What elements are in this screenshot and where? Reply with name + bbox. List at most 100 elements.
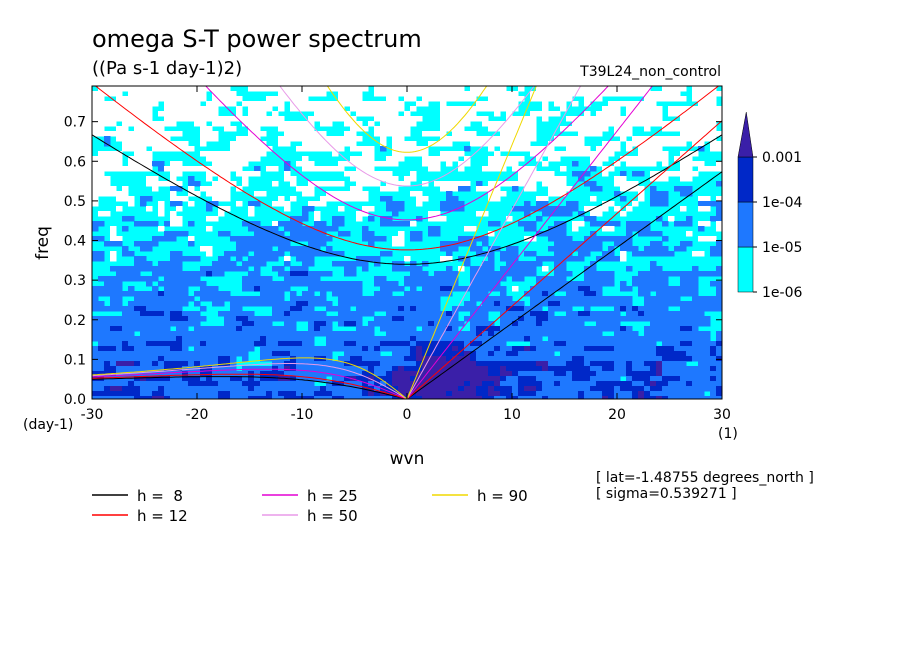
field-cell	[506, 261, 513, 267]
field-cell	[248, 391, 255, 397]
field-cell	[410, 396, 417, 399]
field-cell	[284, 311, 291, 317]
field-cell	[128, 366, 135, 372]
field-cell	[536, 256, 543, 262]
field-cell	[338, 296, 345, 302]
field-cell	[608, 226, 615, 232]
field-cell	[338, 216, 345, 222]
field-cell	[122, 346, 129, 352]
field-cell	[512, 386, 519, 392]
field-cell	[500, 351, 507, 357]
field-cell	[98, 221, 105, 227]
field-cell	[404, 311, 411, 317]
field-cell	[668, 311, 675, 317]
field-cell	[518, 266, 525, 272]
field-cell	[470, 391, 477, 397]
field-cell	[362, 301, 369, 307]
field-cell	[314, 181, 321, 187]
field-cell	[656, 371, 663, 377]
field-cell	[170, 346, 177, 352]
field-cell	[500, 166, 507, 172]
field-cell	[314, 276, 321, 282]
field-cell	[134, 296, 141, 302]
colorbar-label: 1e-06	[762, 285, 802, 301]
field-cell	[194, 351, 201, 357]
y-tick-label: 0.5	[64, 194, 86, 210]
field-cell	[212, 391, 219, 397]
field-cell	[620, 131, 627, 137]
field-cell	[176, 201, 183, 207]
field-cell	[488, 351, 495, 357]
field-cell	[230, 296, 237, 302]
field-cell	[266, 331, 273, 337]
field-cell	[218, 296, 225, 302]
field-cell	[644, 141, 651, 147]
field-cell	[98, 101, 105, 107]
field-cell	[710, 121, 717, 127]
field-cell	[590, 96, 597, 102]
field-cell	[140, 166, 147, 172]
field-cell	[362, 86, 369, 92]
field-cell	[98, 186, 105, 192]
field-cell	[104, 356, 111, 362]
field-cell	[710, 361, 717, 367]
field-cell	[164, 116, 171, 122]
field-cell	[542, 181, 549, 187]
field-cell	[470, 91, 477, 97]
field-cell	[290, 386, 297, 392]
field-cell	[692, 151, 699, 157]
field-cell	[122, 391, 129, 397]
field-cell	[608, 121, 615, 127]
field-cell	[212, 266, 219, 272]
field-cell	[404, 376, 411, 382]
field-cell	[314, 346, 321, 352]
field-cell	[542, 341, 549, 347]
field-cell	[680, 246, 687, 252]
field-cell	[278, 326, 285, 332]
field-cell	[212, 371, 219, 377]
field-cell	[428, 376, 435, 382]
field-cell	[650, 116, 657, 122]
field-cell	[566, 331, 573, 337]
field-cell	[332, 251, 339, 257]
field-cell	[698, 106, 705, 112]
field-cell	[584, 336, 591, 342]
field-cell	[596, 381, 603, 387]
field-cell	[410, 191, 417, 197]
field-cell	[716, 251, 722, 257]
field-cell	[380, 251, 387, 257]
field-cell	[500, 341, 507, 347]
field-cell	[182, 386, 189, 392]
field-cell	[158, 291, 165, 297]
field-cell	[308, 331, 315, 337]
field-cell	[158, 236, 165, 242]
field-cell	[530, 221, 537, 227]
field-cell	[302, 336, 309, 342]
field-cell	[248, 106, 255, 112]
field-cell	[452, 111, 459, 117]
field-cell	[542, 371, 549, 377]
field-cell	[536, 146, 543, 152]
field-cell	[626, 156, 633, 162]
field-cell	[254, 111, 261, 117]
field-cell	[464, 396, 471, 399]
field-cell	[464, 241, 471, 247]
gravity-curve-h90	[326, 86, 488, 153]
field-cell	[620, 336, 627, 342]
field-cell	[176, 91, 183, 97]
field-cell	[260, 111, 267, 117]
field-cell	[218, 171, 225, 177]
field-cell	[476, 91, 483, 97]
field-cell	[626, 311, 633, 317]
field-cell	[224, 311, 231, 317]
field-cell	[338, 356, 345, 362]
field-cell	[614, 381, 621, 387]
field-cell	[440, 371, 447, 377]
field-cell	[206, 266, 213, 272]
field-cell	[668, 171, 675, 177]
field-cell	[200, 336, 207, 342]
field-cell	[122, 396, 129, 399]
field-cell	[644, 341, 651, 347]
field-cell	[116, 136, 123, 142]
field-cell	[584, 391, 591, 397]
